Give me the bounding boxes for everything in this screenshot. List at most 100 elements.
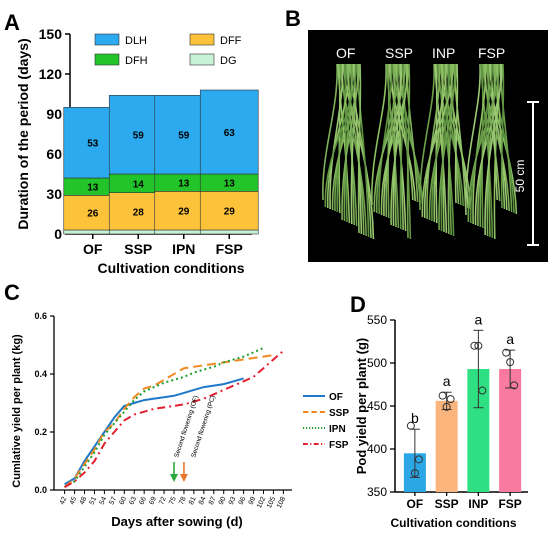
bean-pod (357, 63, 362, 234)
bar-segment-dg (199, 229, 259, 235)
x-tick-label-c: 81 (188, 496, 198, 506)
bean-pod (434, 63, 448, 234)
series-line-of (64, 377, 244, 486)
segment-value-label: 59 (178, 131, 190, 142)
y-tick-label-d: 500 (367, 356, 387, 370)
x-tick-label-c: 72 (158, 496, 168, 506)
y-axis-title-c: Cumlative yield per plant (kg) (11, 334, 23, 488)
x-axis-title-d: Cultivation conditions (391, 516, 517, 530)
bar-segment-dlh (199, 89, 259, 175)
y-tick-label-c: 0.0 (34, 485, 47, 495)
bean-pod (419, 63, 435, 211)
data-point (474, 341, 483, 350)
bean-pod (486, 63, 491, 238)
y-tick-label-c: 0.2 (34, 427, 47, 437)
photo-label-of: OF (336, 45, 355, 61)
segment-value-label: 29 (224, 207, 236, 218)
segment-value-label: 63 (224, 128, 236, 139)
bean-pod (388, 63, 416, 202)
data-point (410, 469, 419, 478)
x-tick-label-a: OF (83, 241, 103, 257)
bar-ssp (435, 400, 458, 492)
x-tick-label-c: 69 (148, 496, 158, 506)
x-tick-label-c: 84 (198, 496, 208, 506)
panel-label-d: D (350, 292, 366, 317)
segment-value-label: 26 (87, 209, 99, 220)
y-axis-title-d: Pod yield per plant (g) (354, 338, 369, 475)
chart-c: 0.0 0.2 0.4 0.6 42 45 48 51 54 57 60 63 66 69 72 75 78 81… (11, 311, 349, 529)
significance-letter: b (411, 410, 419, 426)
data-point (442, 402, 451, 411)
y-tick-label-a: 30 (46, 186, 62, 202)
bean-pod (373, 63, 406, 213)
bean-pod (480, 63, 494, 239)
data-point (502, 348, 511, 357)
bean-pod (337, 63, 351, 224)
bean-pod (392, 63, 402, 227)
segment-value-label: 13 (224, 179, 236, 190)
panel-label-c: C (4, 280, 20, 305)
x-tick-label-c: 93 (228, 496, 238, 506)
bean-pod (449, 63, 460, 205)
bean-pod (426, 63, 441, 220)
bean-pod (469, 63, 493, 224)
bean-pod (341, 63, 359, 221)
annotation-arrow-head (170, 474, 178, 482)
x-tick-label-c: 108 (276, 496, 287, 510)
x-tick-label-d: FSP (498, 497, 521, 511)
legend-swatch-dlh (94, 33, 120, 46)
data-point (438, 391, 447, 400)
x-tick-label-c: 78 (178, 496, 188, 506)
bean-pod (390, 63, 408, 226)
legend-label-dff: DFF (220, 35, 242, 47)
segment-value-label: 53 (87, 139, 99, 150)
bean-pod (472, 63, 487, 225)
data-point (414, 455, 423, 464)
data-point (470, 341, 479, 350)
x-tick-label-c: 54 (99, 496, 109, 506)
bean-pod (329, 63, 344, 210)
bean-pod (440, 63, 450, 232)
x-axis-title-c: Days after sowing (d) (111, 514, 242, 529)
bean-pod (423, 63, 447, 219)
bean-pod (465, 63, 481, 216)
x-tick-label-a: IPN (172, 241, 195, 257)
legend-label-ssp: SSP (329, 408, 349, 419)
x-tick-label-d: INP (468, 497, 488, 511)
significance-letter: a (506, 331, 514, 347)
bean-pod (438, 63, 456, 231)
x-tick-label-c: 63 (128, 496, 138, 506)
bean-pod (371, 63, 387, 206)
x-tick-label-c: 57 (109, 496, 119, 506)
x-tick-label-c: 42 (59, 496, 69, 506)
data-point (406, 421, 415, 430)
bean-pod (375, 63, 399, 214)
significance-letter: a (474, 311, 482, 327)
legend-label-fsp: FSP (329, 440, 349, 451)
bean-pod (392, 63, 397, 228)
bean-pod (343, 63, 353, 222)
x-tick-label-c: 90 (218, 496, 228, 506)
x-tick-label-d: OF (407, 497, 424, 511)
scale-label: 50 cm (513, 160, 527, 193)
y-tick-label-a: 90 (46, 106, 62, 122)
x-tick-label-c: 96 (238, 496, 248, 506)
chart-d: 350 400 450 500 550 b OF a SSP a INP a FSP Cultivatio… (354, 311, 528, 530)
x-tick-label-d: SSP (435, 497, 459, 511)
segment-value-label: 28 (133, 207, 145, 218)
panel-label-a: A (4, 10, 20, 35)
data-point (478, 386, 487, 395)
bean-pod (484, 63, 502, 236)
panel-label-b: B (285, 6, 301, 31)
segment-value-label: 13 (87, 183, 99, 194)
x-tick-label-a: FSP (216, 241, 243, 257)
bean-pod (395, 63, 414, 201)
y-tick-label-d: 400 (367, 442, 387, 456)
bar-segment-dff (199, 191, 259, 231)
legend-swatch-dff (189, 33, 215, 46)
bar-fsp (499, 369, 522, 492)
data-point (446, 395, 455, 404)
y-tick-label-c: 0.6 (34, 311, 47, 321)
bean-pod (467, 63, 500, 223)
legend-label-of: OF (329, 392, 343, 403)
